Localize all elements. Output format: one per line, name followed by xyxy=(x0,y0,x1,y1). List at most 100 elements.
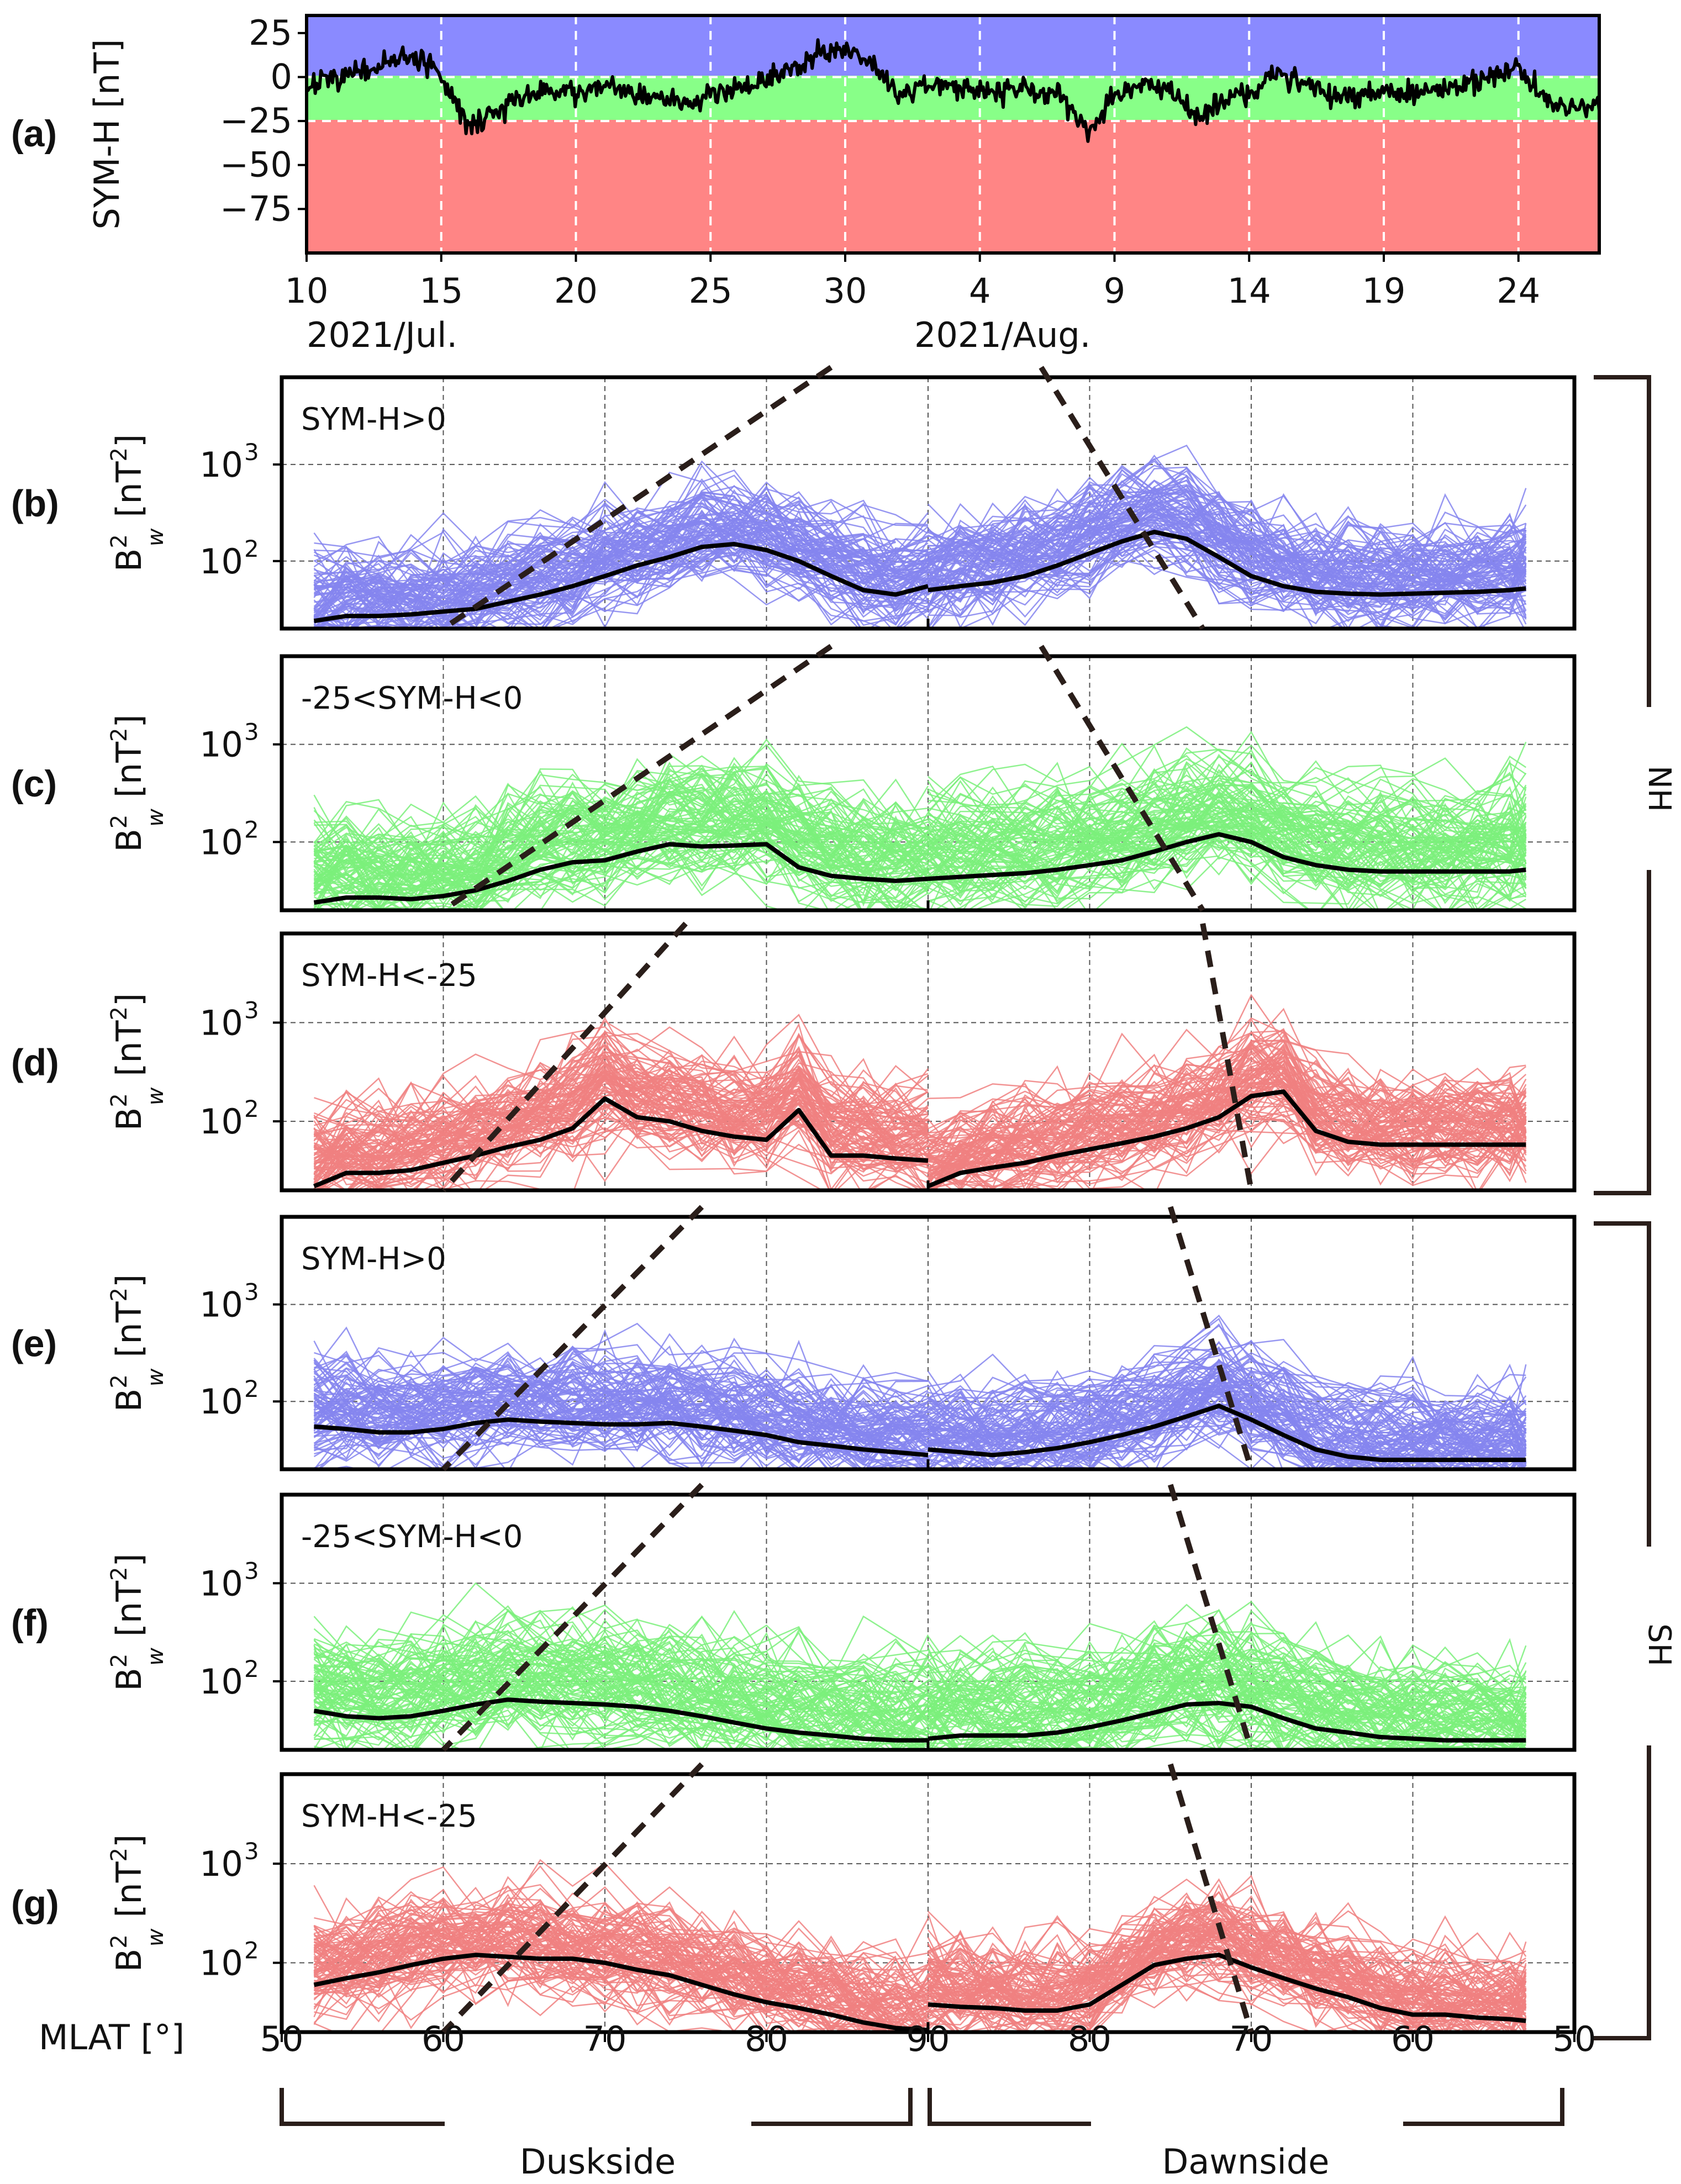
mlat-panels: 10 310 2B2 w [nT2]SYM-H>0(b)10 310 2B2 w [nT2]… xyxy=(11,365,1577,2034)
trace-line xyxy=(928,1624,1527,1730)
trace-line xyxy=(313,1059,929,1190)
trace-line xyxy=(314,1935,910,2032)
trace-line xyxy=(313,805,929,906)
trace-line xyxy=(313,1897,929,2014)
y-tick-exponent: 3 xyxy=(244,439,259,466)
trace-line xyxy=(313,1393,929,1461)
y-axis-label: B2 w [nT2] xyxy=(107,1553,168,1691)
panel-label: (a) xyxy=(11,113,57,155)
trace-line xyxy=(313,1378,929,1469)
trace-line xyxy=(928,503,1527,583)
y-axis-label-part: [nT xyxy=(109,1861,149,1928)
trace-line xyxy=(928,1621,1527,1719)
y-ticks: 250−25−50−75 xyxy=(220,13,307,229)
trace-line xyxy=(314,788,929,880)
dashed-guides xyxy=(441,1762,1254,2034)
nh-label: NH xyxy=(1641,766,1677,812)
trace-line xyxy=(313,1608,929,1750)
trace-line xyxy=(928,800,1526,900)
trace-line xyxy=(314,825,929,908)
dashed-line-dusk xyxy=(441,1205,704,1471)
y-axis-label-part: 2 xyxy=(107,1288,132,1301)
trace-line xyxy=(316,1072,929,1190)
dashed-line-dusk xyxy=(441,643,833,913)
trace-line xyxy=(927,465,1526,592)
trace-line xyxy=(313,826,894,910)
trace-line xyxy=(928,1039,1527,1139)
trace-line xyxy=(313,1654,929,1739)
trace-line xyxy=(928,1716,1527,1750)
month-label-aug: 2021/Aug. xyxy=(914,315,1090,355)
trace-line xyxy=(928,1603,1526,1729)
trace-line xyxy=(313,784,929,877)
y-tick-label: 10 xyxy=(199,822,243,862)
trace-line xyxy=(314,1360,929,1449)
trace-line xyxy=(928,1920,1526,2032)
band-positive xyxy=(307,15,1599,76)
y-tick-label: −25 xyxy=(220,101,292,141)
y-axis-label: B2 w [nT2] xyxy=(107,714,168,852)
y-axis-label-part: 2 xyxy=(107,727,132,741)
trace-line xyxy=(928,812,1526,910)
trace-line xyxy=(313,522,929,629)
trace-line xyxy=(928,768,1527,855)
trace-line xyxy=(928,1694,1527,1750)
trace-line xyxy=(313,1358,929,1418)
trace-line xyxy=(928,759,1527,846)
x-tick-label: 10 xyxy=(285,271,329,311)
median-line-dusk xyxy=(313,1096,929,1189)
trace-line xyxy=(313,1671,925,1750)
trace-line xyxy=(928,1371,1527,1469)
dashed-line-dawn xyxy=(1167,1763,1254,2033)
dashed-line-dawn xyxy=(1039,645,1205,912)
trace-line xyxy=(928,1394,1527,1469)
trace-line xyxy=(928,1068,1527,1190)
trace-line xyxy=(313,1924,929,2032)
trace-line xyxy=(313,511,929,616)
trace-line xyxy=(313,1412,929,1469)
panel-label: (f) xyxy=(11,1602,49,1644)
panel-d: 10 310 2B2 w [nT2]SYM-H<-25(d) xyxy=(11,921,1577,1193)
x-tick-label: 80 xyxy=(745,2019,788,2059)
trace-line xyxy=(928,792,1527,898)
symh-line xyxy=(307,38,1599,143)
trace-line xyxy=(930,529,1525,629)
trace-line xyxy=(314,1032,929,1153)
trace-line xyxy=(314,833,897,910)
y-tick-label: 10 xyxy=(199,1003,243,1043)
trace-line xyxy=(313,1677,824,1750)
y-tick-label: 10 xyxy=(199,1381,243,1422)
trace-line xyxy=(316,512,929,629)
trace-line xyxy=(313,758,929,896)
y-axis-label-part: ] xyxy=(109,1553,149,1566)
trace-line xyxy=(928,1410,1524,1469)
dashed-guides xyxy=(441,643,1205,913)
trace-line xyxy=(928,1365,1527,1452)
dawnside-bracket xyxy=(928,2088,1564,2126)
y-tick-exponent: 2 xyxy=(244,1095,259,1122)
trace-line xyxy=(313,1322,929,1395)
trace-line xyxy=(313,500,929,629)
condition-label: SYM-H<-25 xyxy=(301,1798,477,1834)
condition-label: -25<SYM-H<0 xyxy=(301,680,523,716)
trace-line xyxy=(314,1086,929,1164)
panel-label: (c) xyxy=(11,763,57,805)
duskside-label: Duskside xyxy=(520,2141,676,2182)
x-tick-label: 4 xyxy=(969,271,990,311)
trace-line xyxy=(928,822,1526,910)
trace-line xyxy=(936,1407,1524,1469)
y-tick-label: 0 xyxy=(271,56,292,97)
trace-line xyxy=(997,1667,1440,1750)
trace-line xyxy=(928,1907,1527,2032)
trace-line xyxy=(928,1385,1527,1458)
trace-line xyxy=(548,558,929,629)
y-tick-label: 10 xyxy=(199,445,243,485)
x-tick-label: 50 xyxy=(260,2019,304,2059)
trace-line xyxy=(313,1344,929,1433)
y-axis-label-part: ] xyxy=(109,1274,149,1288)
y-axis-label-part: 2 xyxy=(107,534,132,548)
trace-line xyxy=(928,488,1526,578)
x-tick-label: 60 xyxy=(421,2019,465,2059)
median-line-dusk xyxy=(313,842,929,905)
